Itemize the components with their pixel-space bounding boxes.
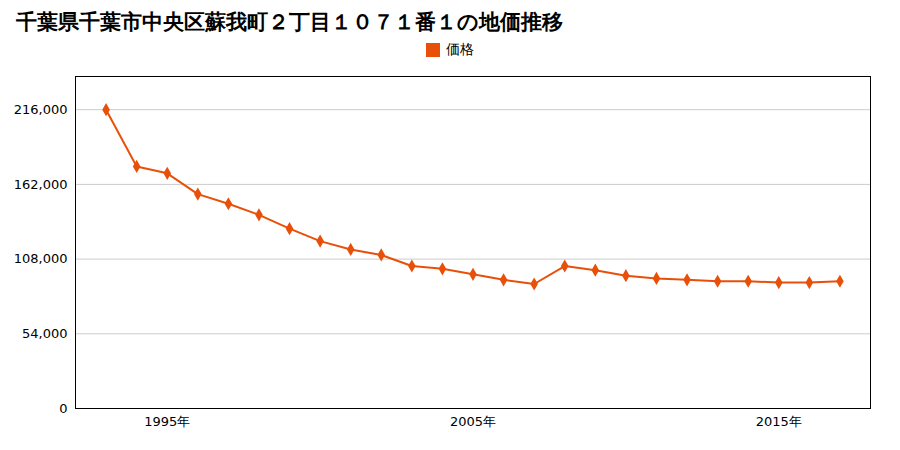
svg-text:2015年: 2015年 [756,414,802,429]
html-text:千葉県千葉市中央区蘇我町２丁目１０７１番１の地価推移: 千葉県千葉市中央区蘇我町２丁目１０７１番１の地価推移 [16,10,563,34]
svg-text:108,000: 108,000 [14,251,68,266]
svg-text:216,000: 216,000 [14,102,68,117]
html-text:価格: 価格 [446,41,474,57]
svg-text:162,000: 162,000 [14,177,68,192]
svg-text:2005年: 2005年 [450,414,496,429]
svg-text:54,000: 54,000 [22,326,68,341]
svg-text:0: 0 [59,401,67,416]
svg-text:1995年: 1995年 [144,414,190,429]
